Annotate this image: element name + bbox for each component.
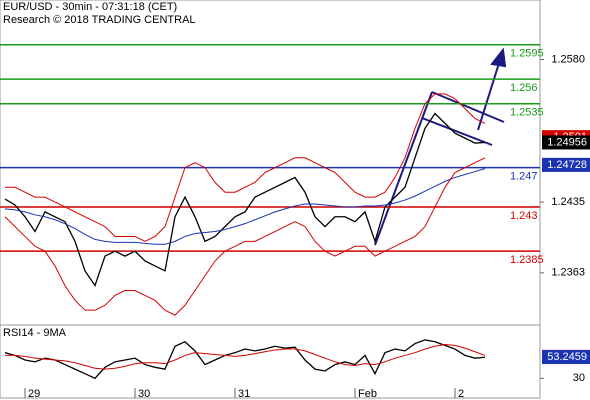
series-line	[4, 339, 486, 380]
price-tag	[542, 135, 590, 150]
rsi-title: RSI14 - 9MA	[3, 327, 67, 339]
price-tag	[542, 350, 590, 365]
level-label: 1.247	[510, 171, 538, 183]
level-label: 1.243	[510, 210, 538, 222]
y-tick-label: 1.2363	[551, 267, 585, 279]
price-tag	[542, 157, 590, 172]
x-tick-label: 30	[138, 388, 150, 400]
level-label: 1.2595	[510, 48, 544, 60]
level-label: 1.256	[510, 82, 538, 94]
level-label: 1.2385	[510, 254, 544, 266]
x-tick-label: 31	[238, 388, 250, 400]
series-line	[4, 157, 486, 316]
series-line	[4, 168, 486, 245]
channel-top	[431, 91, 505, 123]
chart-subtitle: Research © 2018 TRADING CENTRAL	[3, 14, 196, 26]
x-tick-label: 29	[28, 388, 40, 400]
y-tick-label: 1.2580	[551, 53, 585, 65]
price-tag-label: 1.24728	[547, 159, 587, 171]
arrow-shaft	[477, 59, 501, 131]
plot-frame	[0, 0, 541, 399]
y-tick-label: 30	[573, 372, 585, 384]
price-tag-label: 53.2459	[547, 351, 587, 363]
chart-title: EUR/USD - 30min - 07:31:18 (CET)	[3, 1, 177, 13]
channel-bottom	[421, 117, 493, 146]
series-line	[5, 93, 486, 242]
arrow-head	[490, 47, 507, 68]
price-tag-label: 1.24956	[547, 136, 587, 148]
series-line	[5, 343, 486, 370]
y-tick-label: 1.2435	[551, 196, 585, 208]
x-tick-label: Feb	[358, 388, 377, 400]
series-line	[4, 112, 486, 288]
level-label: 1.2535	[510, 107, 544, 119]
x-tick-label: 2	[458, 388, 464, 400]
channel	[374, 47, 507, 246]
